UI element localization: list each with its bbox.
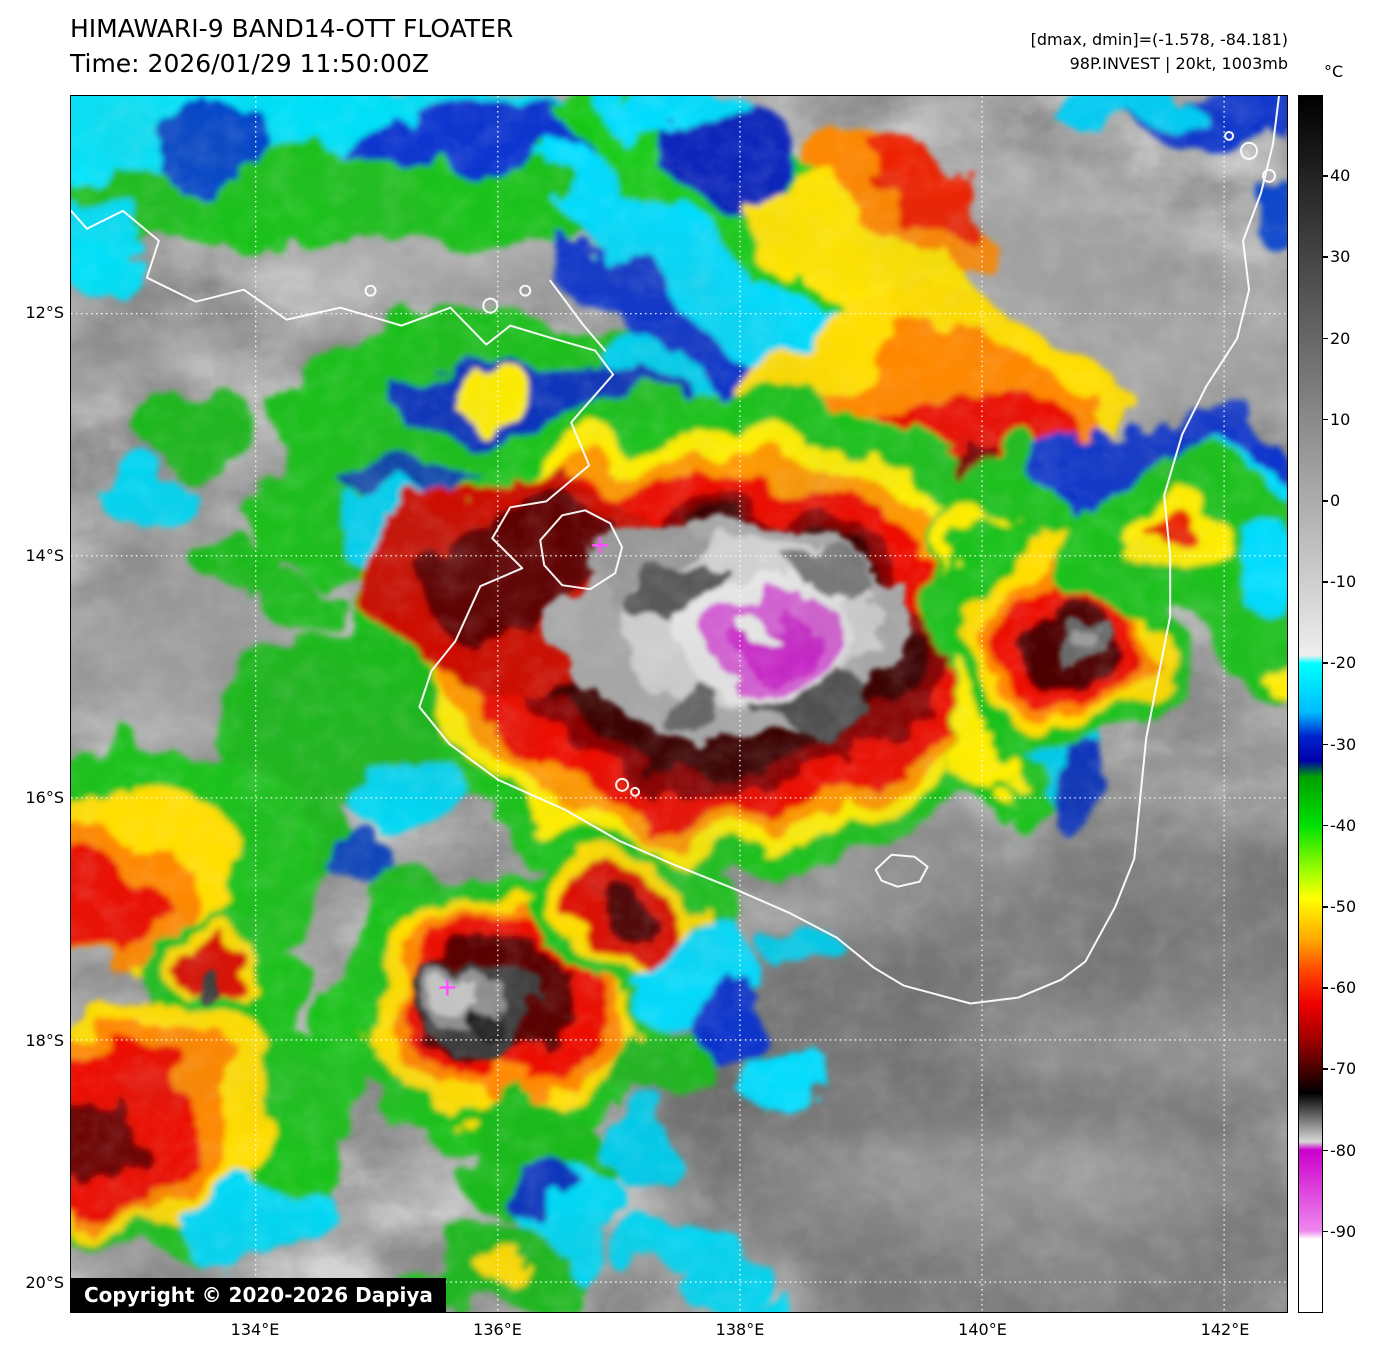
colorbar-tick-label: -10 (1330, 573, 1376, 591)
latitude-label: 20°S (12, 1274, 64, 1292)
header-right: [dmax, dmin]=(-1.578, -84.181) 98P.INVES… (1031, 28, 1288, 76)
storm-info: 98P.INVEST | 20kt, 1003mb (1031, 52, 1288, 76)
colorbar-tick-label: -60 (1330, 979, 1376, 997)
longitude-label: 138°E (704, 1320, 776, 1339)
timestamp: Time: 2026/01/29 11:50:00Z (70, 49, 429, 78)
longitude-label: 140°E (947, 1320, 1019, 1339)
latitude-label: 18°S (12, 1032, 64, 1050)
colorbar-tick-label: -50 (1330, 898, 1376, 916)
colorbar-tick-label: 10 (1330, 411, 1376, 429)
colorbar-tick-label: 30 (1330, 248, 1376, 266)
colorbar-tick-label: -80 (1330, 1142, 1376, 1160)
copyright-badge: Copyright © 2020-2026 Dapiya (71, 1278, 446, 1312)
longitude-label: 134°E (219, 1320, 291, 1339)
colorbar-tick-label: -40 (1330, 817, 1376, 835)
satellite-image (71, 96, 1287, 1312)
latitude-label: 16°S (12, 789, 64, 807)
colorbar-unit-label: °C (1324, 62, 1343, 81)
dmax-dmin-readout: [dmax, dmin]=(-1.578, -84.181) (1031, 28, 1288, 52)
colorbar-tick-label: -70 (1330, 1060, 1376, 1078)
colorbar-tick-label: 20 (1330, 330, 1376, 348)
colorbar-tick-label: 40 (1330, 167, 1376, 185)
colorbar (1298, 95, 1323, 1313)
satellite-floater-view: HIMAWARI-9 BAND14-OTT FLOATER Time: 2026… (0, 0, 1388, 1359)
product-title: HIMAWARI-9 BAND14-OTT FLOATER (70, 14, 513, 43)
colorbar-tick-label: -90 (1330, 1223, 1376, 1241)
latitude-label: 14°S (12, 547, 64, 565)
colorbar-tick-label: 0 (1330, 492, 1376, 510)
longitude-label: 142°E (1189, 1320, 1261, 1339)
latitude-label: 12°S (12, 304, 64, 322)
colorbar-tick-label: -20 (1330, 654, 1376, 672)
colorbar-tick-label: -30 (1330, 736, 1376, 754)
satellite-map: Copyright © 2020-2026 Dapiya (70, 95, 1288, 1313)
longitude-label: 136°E (462, 1320, 534, 1339)
